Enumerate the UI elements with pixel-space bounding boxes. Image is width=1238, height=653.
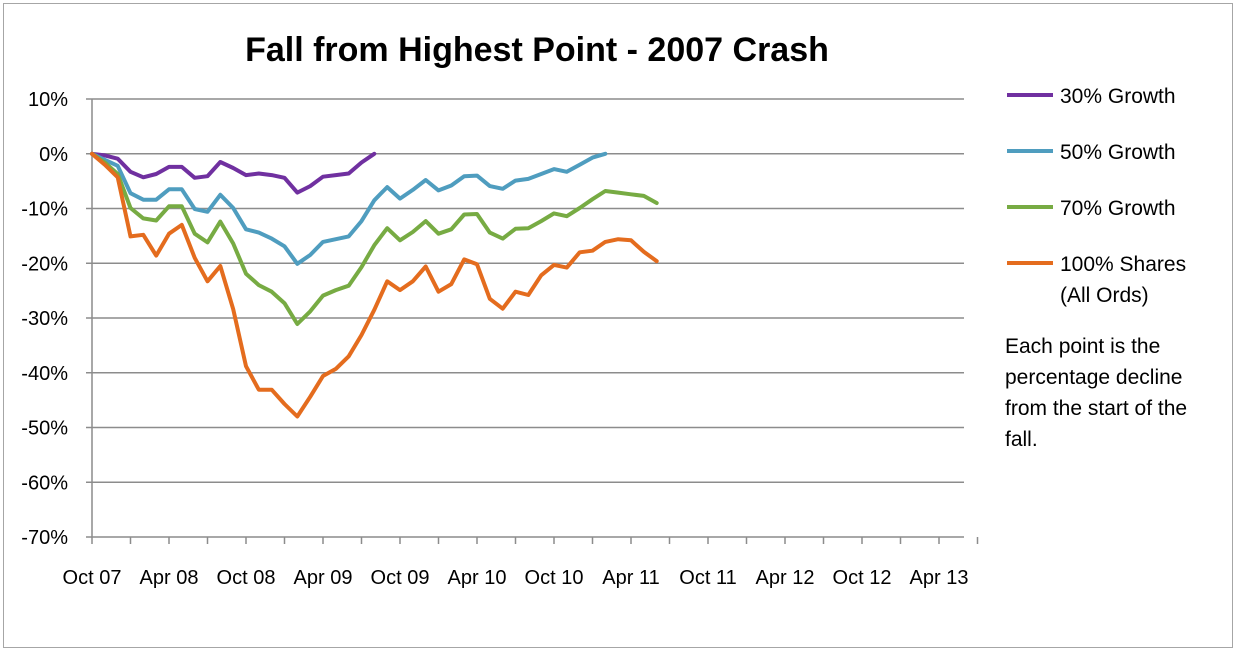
- y-tick-label: -10%: [21, 199, 68, 221]
- x-tick-label: Apr 09: [294, 567, 353, 589]
- legend-label: 70% Growth: [1060, 197, 1176, 220]
- x-tick-label: Oct 08: [217, 567, 276, 589]
- series-line-3: [90, 151, 659, 326]
- y-tick-label: -70%: [21, 527, 68, 549]
- y-tick-label: -60%: [21, 472, 68, 494]
- legend-label: (All Ords): [1060, 284, 1149, 307]
- y-tick-label: -30%: [21, 308, 68, 330]
- x-tick-label: Apr 08: [140, 567, 199, 589]
- legend-label: 100% Shares: [1060, 253, 1186, 276]
- y-tick-label: 10%: [28, 89, 68, 111]
- x-tick-label: Oct 09: [371, 567, 430, 589]
- x-tick-label: Apr 13: [910, 567, 969, 589]
- x-tick-label: Oct 11: [679, 567, 736, 589]
- series-line-2: [90, 151, 608, 266]
- x-tick-label: Oct 10: [525, 567, 584, 589]
- x-tick-label: Oct 12: [833, 567, 892, 589]
- x-tick-label: Apr 11: [602, 567, 659, 589]
- chart-annotation: Each point is the percentage decline fro…: [1005, 335, 1188, 451]
- chart-title: Fall from Highest Point - 2007 Crash: [245, 31, 829, 69]
- y-tick-label: 0%: [39, 144, 68, 166]
- series-lines: [90, 151, 659, 419]
- x-tick-label: Apr 10: [448, 567, 507, 589]
- x-tick-label: Oct 07: [63, 567, 122, 589]
- legend-label: 30% Growth: [1060, 85, 1176, 108]
- x-axis: Oct 07 Apr 08 Oct 08 Apr 09 Oct 09 Apr 10 Oct …: [63, 536, 979, 589]
- y-tick-label: -50%: [21, 418, 68, 440]
- y-axis: 10% 0% -10% -20% -30% -40% -50% -60% -70%: [21, 89, 93, 549]
- legend: 30% Growth 50% Growth 70% Growth 100% Share…: [1007, 85, 1186, 307]
- series-line-4: [90, 151, 659, 419]
- x-tick-label: Apr 12: [756, 567, 815, 589]
- gridlines: [92, 98, 964, 483]
- legend-label: 50% Growth: [1060, 141, 1176, 164]
- y-tick-label: -40%: [21, 363, 68, 385]
- y-tick-label: -20%: [21, 253, 68, 275]
- series-line-1: [90, 151, 377, 195]
